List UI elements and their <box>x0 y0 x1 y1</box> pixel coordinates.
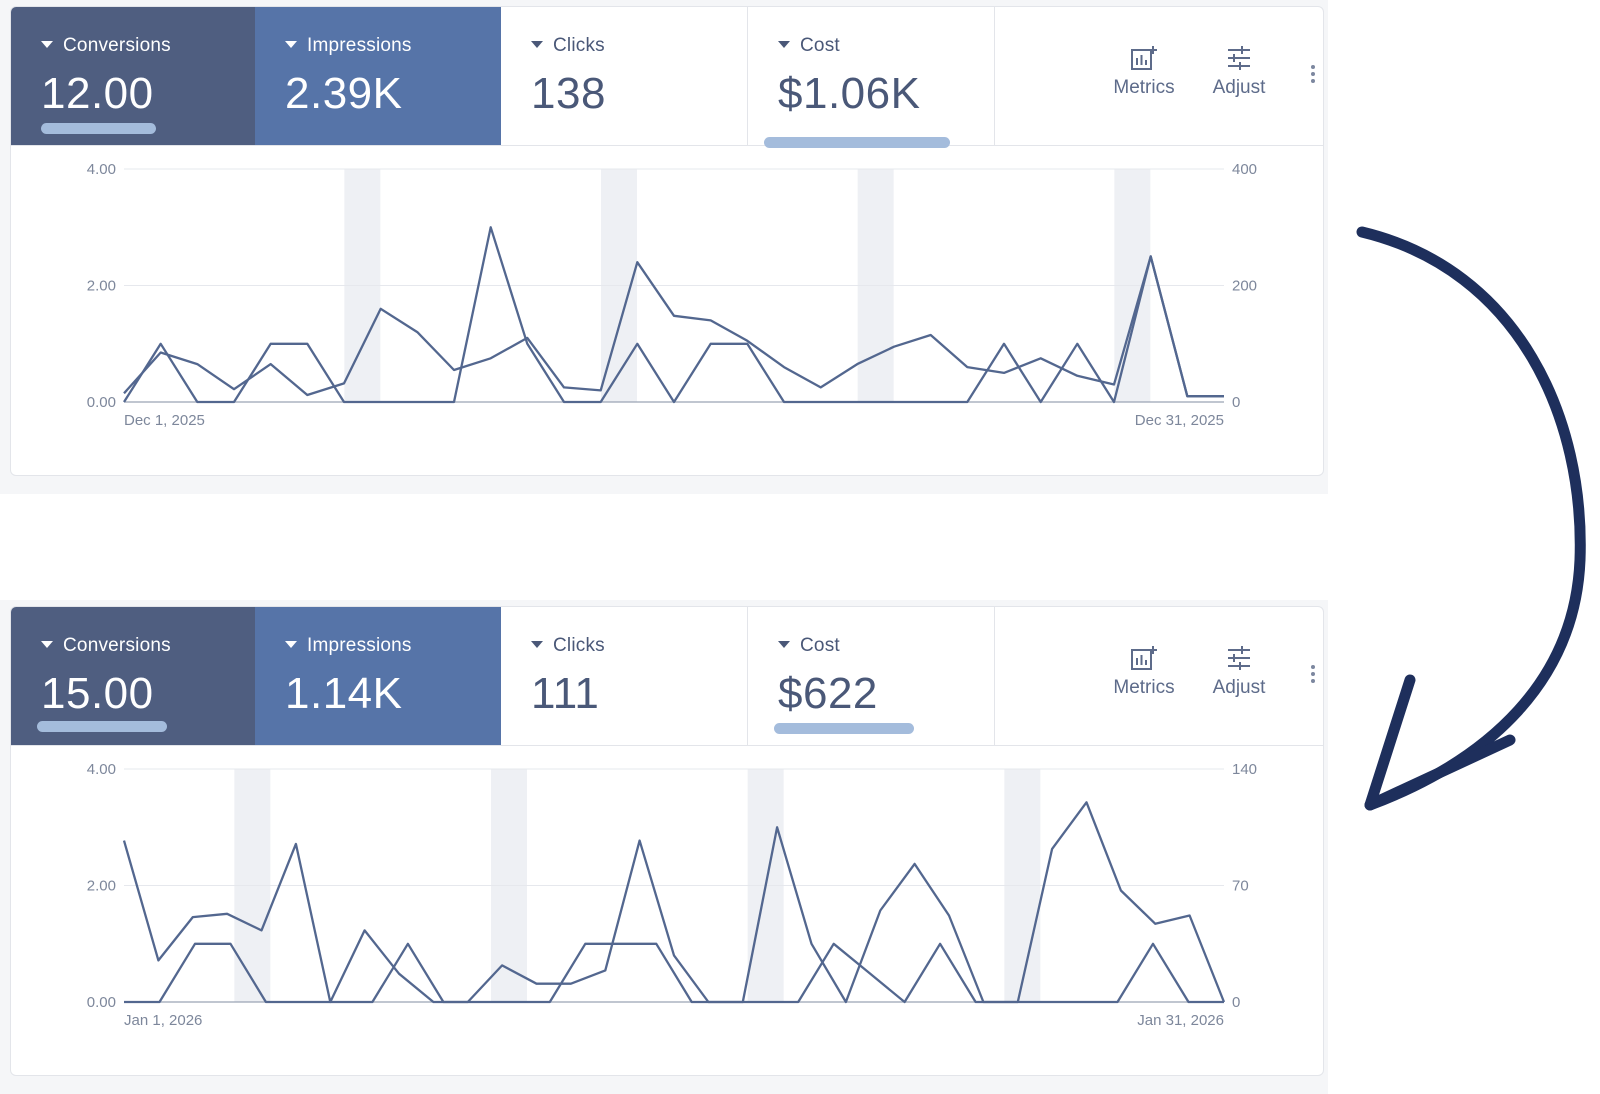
adjust-button[interactable]: Adjust <box>1199 645 1279 699</box>
y-right-tick-label: 0 <box>1232 994 1240 1011</box>
x-start-label: Dec 1, 2025 <box>124 412 205 429</box>
x-end-label: Dec 31, 2025 <box>1135 412 1224 429</box>
series-line-conversions <box>124 942 1224 1004</box>
caret-down-icon <box>531 41 543 48</box>
x-start-label: Jan 1, 2026 <box>124 1012 202 1029</box>
tile-cost[interactable]: Cost $622 <box>748 607 995 745</box>
metrics-label: Metrics <box>1113 677 1175 698</box>
bar-chart-plus-icon <box>1131 646 1157 670</box>
y-right-tick-label: 400 <box>1232 161 1257 178</box>
metric-tiles: Conversions 12.00 Impressions 2.39K Clic… <box>11 7 1323 148</box>
caret-down-icon <box>41 641 53 648</box>
highlight-underline <box>774 723 914 734</box>
y-left-tick-label: 2.00 <box>87 278 116 295</box>
report-panel-january: Conversions 15.00 Impressions 1.14K Clic… <box>0 600 1328 1094</box>
line-chart-january: 4.00 2.00 0.00 140 70 0 Jan 1, 2026 Jan 31, 202… <box>87 761 1257 1029</box>
tile-cost[interactable]: Cost $1.06K <box>748 7 995 148</box>
tile-label: Clicks <box>531 635 605 657</box>
metrics-label: Metrics <box>1113 77 1175 98</box>
adjust-button[interactable]: Adjust <box>1199 45 1279 99</box>
more-options-icon[interactable] <box>1311 65 1315 86</box>
tile-clicks[interactable]: Clicks 138 <box>501 7 748 145</box>
caret-down-icon <box>285 41 297 48</box>
metric-tiles: Conversions 15.00 Impressions 1.14K Clic… <box>11 607 1323 746</box>
sliders-icon <box>1228 46 1250 70</box>
scorecard-card: Conversions 12.00 Impressions 2.39K Clic… <box>10 6 1324 476</box>
adjust-label: Adjust <box>1212 77 1266 98</box>
series-line-conversions <box>123 226 1224 404</box>
caret-down-icon <box>41 41 53 48</box>
y-left-tick-label: 4.00 <box>87 761 116 778</box>
tile-label: Conversions <box>41 35 171 57</box>
tile-label: Clicks <box>531 35 605 57</box>
tile-label: Cost <box>778 35 840 57</box>
tile-value: 12.00 <box>41 69 154 118</box>
caret-down-icon <box>285 641 297 648</box>
tile-value: 2.39K <box>285 69 403 118</box>
metrics-button[interactable]: Metrics <box>1099 645 1189 699</box>
adjust-label: Adjust <box>1212 677 1266 698</box>
tile-label: Impressions <box>285 35 412 57</box>
tile-value: $1.06K <box>778 69 921 118</box>
tile-conversions[interactable]: Conversions 15.00 <box>11 607 255 745</box>
line-chart-december: 4.00 2.00 0.00 400 200 0 Dec 1, 2025 Dec 31, 20… <box>87 161 1257 429</box>
tile-value: 138 <box>531 69 606 118</box>
tile-value: 1.14K <box>285 669 403 718</box>
series-line-impressions <box>123 255 1224 398</box>
metrics-button[interactable]: Metrics <box>1099 45 1189 99</box>
tile-conversions[interactable]: Conversions 12.00 <box>11 7 255 145</box>
y-right-tick-label: 140 <box>1232 761 1257 778</box>
tile-impressions[interactable]: Impressions 2.39K <box>255 7 501 145</box>
y-left-tick-label: 4.00 <box>87 161 116 178</box>
tile-value: $622 <box>778 669 878 718</box>
tile-clicks[interactable]: Clicks 111 <box>501 607 748 745</box>
sliders-icon <box>1228 646 1250 670</box>
y-left-tick-label: 0.00 <box>87 994 116 1011</box>
caret-down-icon <box>778 641 790 648</box>
highlight-underline <box>764 137 950 148</box>
x-end-label: Jan 31, 2026 <box>1137 1012 1224 1029</box>
tile-label: Cost <box>778 635 840 657</box>
series-line-impressions <box>122 801 1226 1004</box>
tile-label: Conversions <box>41 635 171 657</box>
tile-value: 111 <box>531 669 600 718</box>
more-options-icon[interactable] <box>1311 665 1315 686</box>
tile-label: Impressions <box>285 635 412 657</box>
report-panel-december: Conversions 12.00 Impressions 2.39K Clic… <box>0 0 1328 494</box>
y-left-tick-label: 2.00 <box>87 878 116 895</box>
highlight-underline <box>37 721 167 732</box>
bar-chart-plus-icon <box>1131 46 1157 70</box>
y-right-tick-label: 0 <box>1232 394 1240 411</box>
y-right-tick-label: 200 <box>1232 278 1257 295</box>
highlight-underline <box>41 123 156 134</box>
caret-down-icon <box>778 41 790 48</box>
caret-down-icon <box>531 641 543 648</box>
tile-impressions[interactable]: Impressions 1.14K <box>255 607 501 745</box>
tile-value: 15.00 <box>41 669 154 718</box>
y-left-tick-label: 0.00 <box>87 394 116 411</box>
y-right-tick-label: 70 <box>1232 878 1249 895</box>
scorecard-card: Conversions 15.00 Impressions 1.14K Clic… <box>10 606 1324 1076</box>
